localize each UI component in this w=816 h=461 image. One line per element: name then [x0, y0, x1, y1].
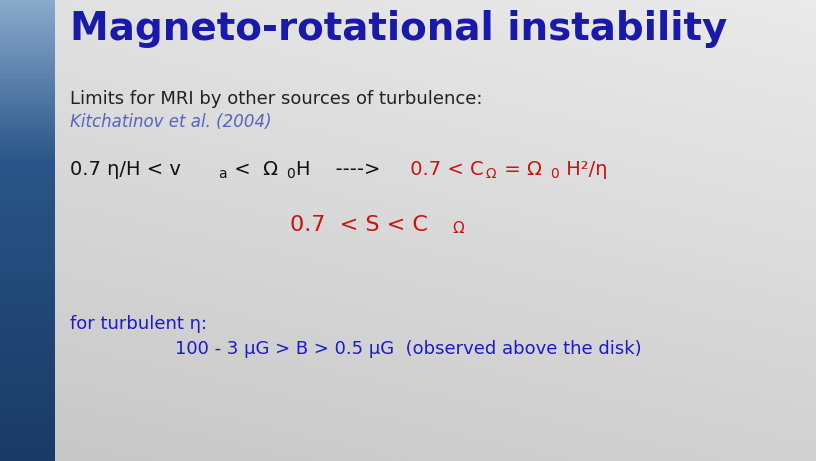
Text: 0.7  < S < C: 0.7 < S < C [290, 215, 428, 235]
Text: Magneto-rotational instability: Magneto-rotational instability [70, 10, 727, 48]
Text: Ω: Ω [452, 221, 463, 236]
Text: 0.7 < C: 0.7 < C [404, 160, 484, 179]
Text: 100 - 3 μG > B > 0.5 μG  (observed above the disk): 100 - 3 μG > B > 0.5 μG (observed above … [175, 340, 641, 358]
Text: 0: 0 [286, 167, 295, 181]
Text: Kitchatinov et al. (2004): Kitchatinov et al. (2004) [70, 113, 272, 131]
Text: H²/η: H²/η [560, 160, 607, 179]
Text: 0.7 η/H < v: 0.7 η/H < v [70, 160, 181, 179]
Text: 9/26/2020: 9/26/2020 [21, 394, 31, 451]
Text: <  Ω: < Ω [228, 160, 278, 179]
Text: 0: 0 [550, 167, 559, 181]
Text: = Ω: = Ω [498, 160, 542, 179]
Text: a: a [218, 167, 227, 181]
Text: for turbulent η:: for turbulent η: [70, 315, 207, 333]
Text: Limits for MRI by other sources of turbulence:: Limits for MRI by other sources of turbu… [70, 90, 482, 108]
Text: Ω: Ω [486, 167, 497, 181]
Text: H    ---->: H ----> [296, 160, 380, 179]
